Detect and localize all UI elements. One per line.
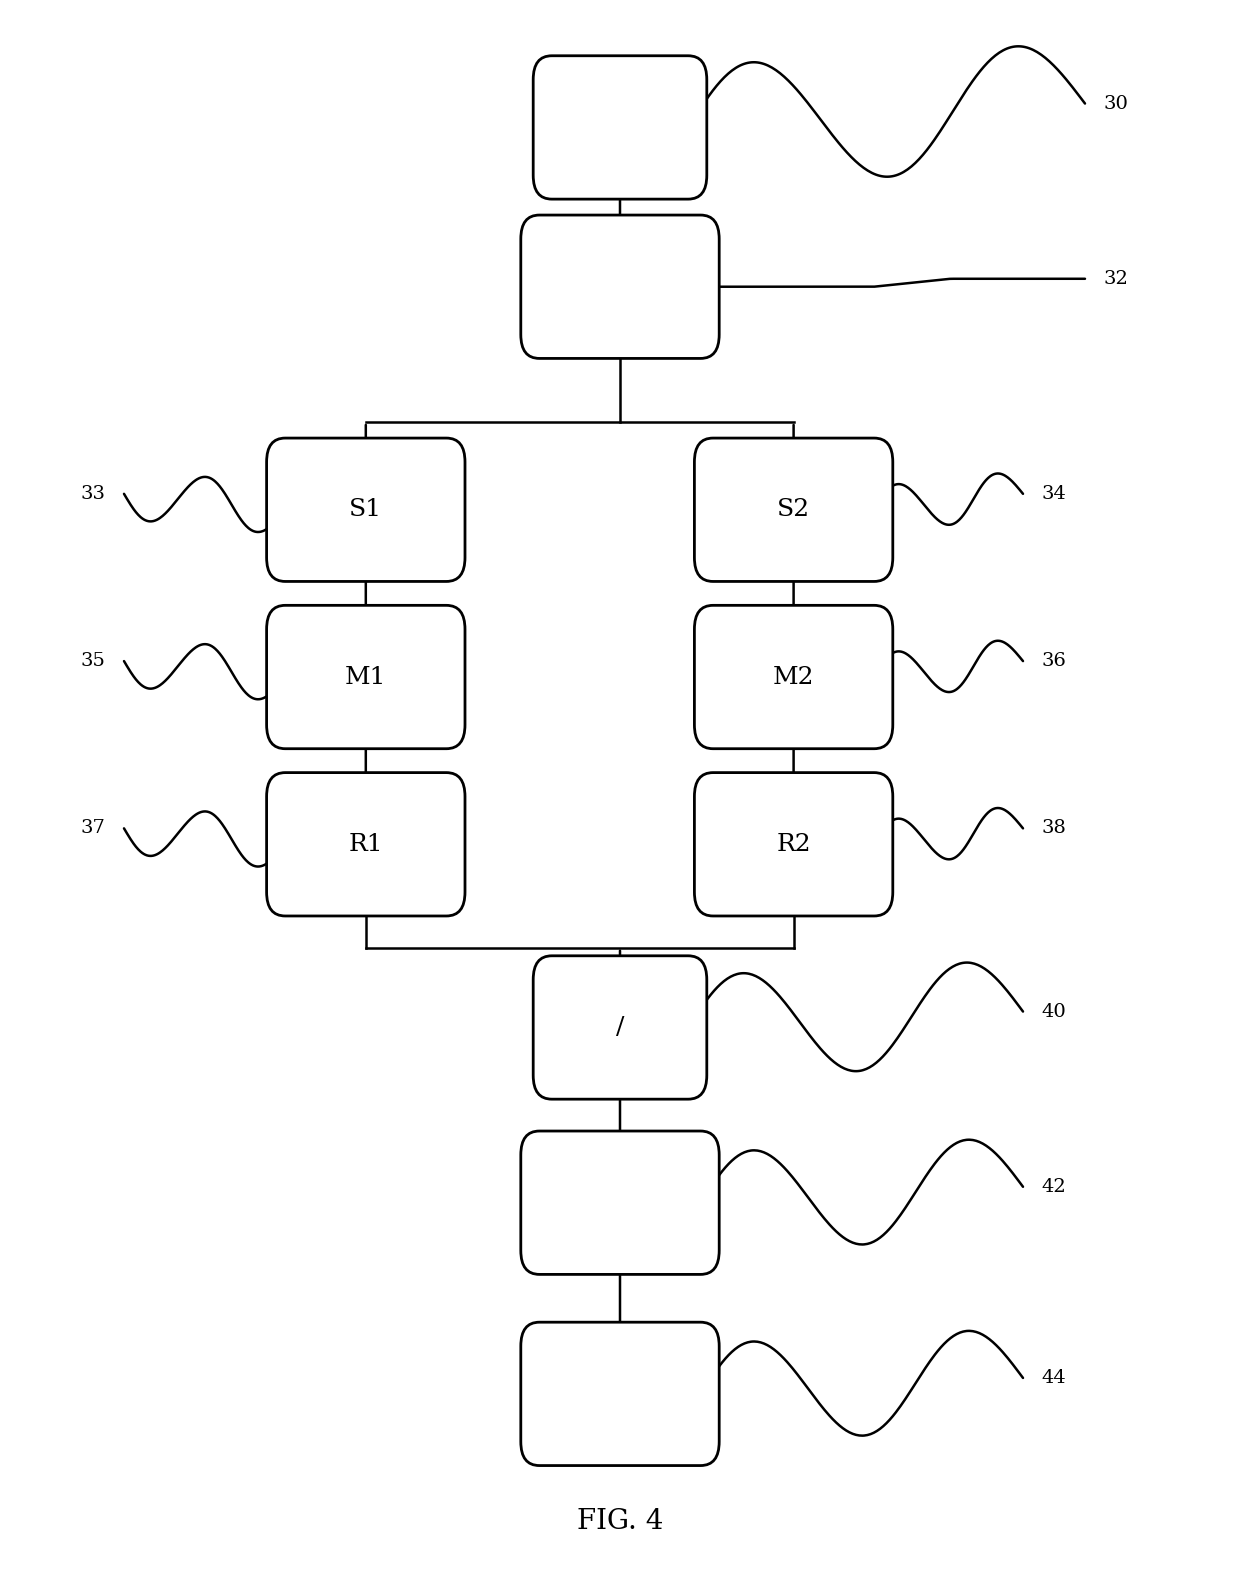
FancyBboxPatch shape — [267, 438, 465, 581]
FancyBboxPatch shape — [533, 56, 707, 199]
Text: 32: 32 — [1104, 269, 1128, 288]
Text: S1: S1 — [350, 499, 382, 521]
Text: M2: M2 — [773, 666, 815, 688]
Text: R1: R1 — [348, 833, 383, 855]
FancyBboxPatch shape — [694, 438, 893, 581]
Text: 36: 36 — [1042, 652, 1066, 671]
Text: 42: 42 — [1042, 1177, 1066, 1196]
FancyBboxPatch shape — [694, 605, 893, 749]
Text: 44: 44 — [1042, 1368, 1066, 1388]
Text: S2: S2 — [777, 499, 810, 521]
Text: R2: R2 — [776, 833, 811, 855]
FancyBboxPatch shape — [267, 605, 465, 749]
FancyBboxPatch shape — [694, 773, 893, 916]
Text: /: / — [616, 1016, 624, 1039]
Text: 37: 37 — [81, 819, 105, 838]
FancyBboxPatch shape — [267, 773, 465, 916]
Text: 30: 30 — [1104, 94, 1128, 113]
Text: 35: 35 — [81, 652, 105, 671]
Text: M1: M1 — [345, 666, 387, 688]
FancyBboxPatch shape — [521, 215, 719, 358]
FancyBboxPatch shape — [521, 1131, 719, 1274]
Text: 34: 34 — [1042, 484, 1066, 503]
Text: 40: 40 — [1042, 1002, 1066, 1021]
FancyBboxPatch shape — [533, 956, 707, 1099]
Text: 33: 33 — [81, 484, 105, 503]
Text: 38: 38 — [1042, 819, 1066, 838]
Text: FIG. 4: FIG. 4 — [577, 1509, 663, 1534]
FancyBboxPatch shape — [521, 1322, 719, 1466]
